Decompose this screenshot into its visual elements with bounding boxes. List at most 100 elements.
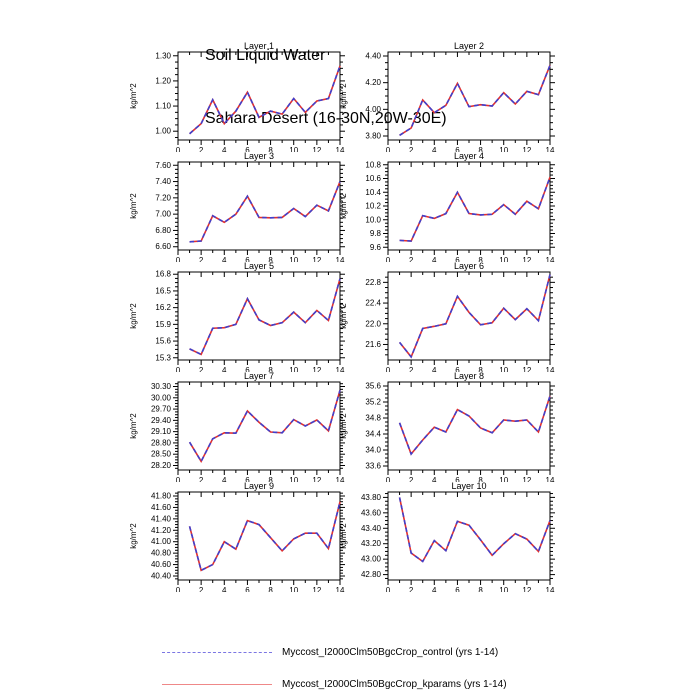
x-tick-label: 2: [409, 476, 414, 482]
series-control-line: [399, 65, 551, 137]
y-tick-label: 43.00: [361, 555, 382, 564]
x-tick-label: 0: [176, 366, 181, 372]
y-axis-label: kg/m^2: [339, 303, 348, 329]
y-axis-label: kg/m^2: [339, 413, 348, 439]
y-tick-label: 1.00: [155, 127, 171, 136]
y-axis-label: kg/m^2: [129, 193, 138, 219]
x-tick-label: 10: [499, 476, 508, 482]
plot-frame: [177, 51, 341, 141]
x-tick-label: 12: [312, 476, 321, 482]
series-control-line: [189, 181, 341, 243]
subplot-title: Layer 3: [244, 151, 274, 161]
x-tick-label: 4: [222, 476, 227, 482]
y-tick-label: 35.6: [365, 382, 381, 391]
x-tick-label: 0: [176, 256, 181, 262]
y-tick-label: 33.6: [365, 462, 381, 471]
series-kparams-line: [398, 497, 551, 563]
x-tick-label: 4: [222, 146, 227, 152]
x-tick-label: 14: [546, 146, 555, 152]
x-tick-label: 6: [245, 256, 250, 262]
y-axis-label: kg/m^2: [129, 523, 138, 549]
y-tick-label: 7.00: [155, 210, 171, 219]
y-tick-label: 43.80: [361, 493, 382, 502]
y-tick-label: 28.80: [151, 438, 172, 447]
y-tick-label: 1.30: [155, 51, 171, 60]
series-control-line: [189, 278, 341, 356]
y-axis-label: kg/m^2: [129, 413, 138, 439]
x-tick-label: 8: [268, 256, 273, 262]
y-tick-label: 16.5: [155, 286, 171, 295]
subplot-title: Layer 1: [244, 41, 274, 51]
x-tick-label: 8: [478, 586, 483, 592]
x-tick-label: 4: [222, 256, 227, 262]
subplot-layer-1: Layer 1 kg/m^2 0 2 4 6 8 10 12 14 1.00 1.10 1.20 1.30: [129, 41, 345, 152]
y-tick-label: 30.00: [151, 393, 172, 402]
y-tick-label: 22.4: [365, 299, 381, 308]
x-tick-label: 12: [312, 586, 321, 592]
x-tick-label: 0: [176, 476, 181, 482]
series-control-line: [398, 395, 551, 456]
y-tick-label: 1.20: [155, 76, 171, 85]
series-kparams-line: [188, 390, 341, 463]
y-tick-label: 30.30: [151, 382, 172, 391]
y-tick-label: 29.40: [151, 416, 172, 425]
x-tick-label: 4: [432, 366, 437, 372]
legend-entry-kparams: Myccost_I2000Clm50BgcCrop_kparams (yrs 1…: [162, 668, 582, 700]
page-title-line1: Soil Liquid Water: [205, 47, 326, 64]
x-tick-label: 4: [222, 366, 227, 372]
y-tick-label: 16.2: [155, 303, 171, 312]
series-kparams-line: [189, 278, 341, 356]
x-tick-label: 14: [336, 146, 345, 152]
x-tick-label: 0: [176, 586, 181, 592]
x-tick-label: 2: [409, 366, 414, 372]
x-tick-label: 8: [478, 256, 483, 262]
y-tick-label: 28.50: [151, 450, 172, 459]
y-tick-label: 41.20: [151, 526, 172, 535]
x-tick-label: 12: [522, 586, 531, 592]
subplot-title: Layer 10: [451, 481, 486, 491]
y-axis-label: kg/m^2: [339, 193, 348, 219]
x-tick-label: 10: [499, 586, 508, 592]
y-tick-label: 34.4: [365, 430, 381, 439]
x-tick-label: 8: [478, 366, 483, 372]
x-tick-label: 10: [289, 366, 298, 372]
legend-label-control: Myccost_I2000Clm50BgcCrop_control (yrs 1…: [282, 646, 499, 658]
subplot-layer-10: Layer 10 kg/m^2 0 2 4 6 8 10 12 14 42.80 43.00 43.20…: [339, 481, 555, 592]
y-tick-label: 9.8: [370, 229, 382, 238]
series-kparams-line: [398, 395, 551, 456]
series-kparams-line: [399, 65, 551, 137]
y-tick-label: 10.6: [365, 174, 381, 183]
y-tick-label: 43.20: [361, 539, 382, 548]
subplot-title: Layer 4: [454, 151, 484, 161]
x-tick-label: 12: [522, 256, 531, 262]
x-tick-label: 0: [386, 256, 391, 262]
series-control-line: [399, 176, 551, 242]
y-tick-label: 41.00: [151, 537, 172, 546]
x-tick-label: 8: [478, 146, 483, 152]
y-axis-label: kg/m^2: [129, 303, 138, 329]
series-kparams-line: [399, 176, 551, 242]
x-tick-label: 2: [409, 256, 414, 262]
x-tick-label: 12: [522, 366, 531, 372]
y-tick-label: 35.2: [365, 398, 381, 407]
x-tick-label: 6: [245, 146, 250, 152]
x-tick-label: 12: [312, 146, 321, 152]
x-tick-label: 12: [522, 146, 531, 152]
y-tick-label: 10.2: [365, 202, 381, 211]
x-tick-label: 14: [546, 476, 555, 482]
series-kparams-line: [188, 501, 341, 572]
x-tick-label: 10: [499, 256, 508, 262]
y-tick-label: 6.80: [155, 226, 171, 235]
y-tick-label: 42.80: [361, 570, 382, 579]
y-tick-label: 15.6: [155, 337, 171, 346]
y-tick-label: 9.6: [370, 243, 382, 252]
y-tick-label: 7.60: [155, 161, 171, 170]
series-control-line: [189, 65, 341, 135]
plot-frame: [387, 381, 551, 471]
y-tick-label: 15.3: [155, 353, 171, 362]
y-tick-label: 21.6: [365, 340, 381, 349]
subplot-title: Layer 6: [454, 261, 484, 271]
x-tick-label: 8: [268, 146, 273, 152]
x-tick-label: 14: [336, 586, 345, 592]
